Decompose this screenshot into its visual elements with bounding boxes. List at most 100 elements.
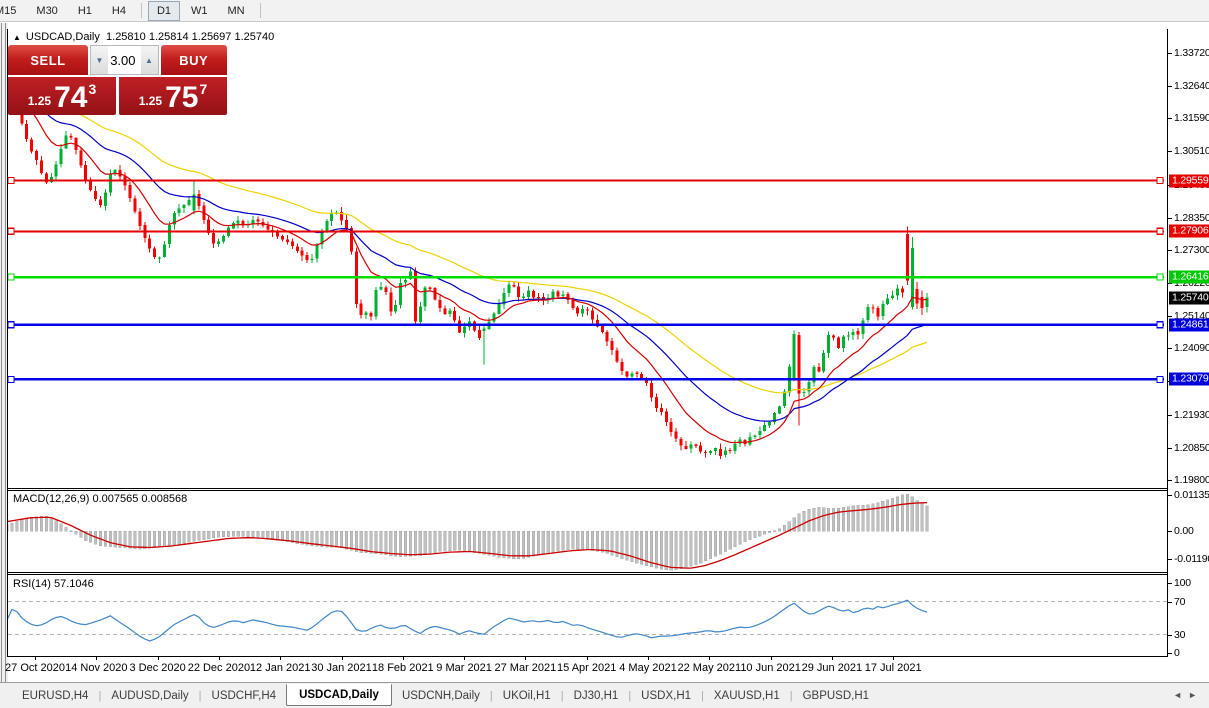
price-tick-mark	[1168, 559, 1172, 560]
pane-border	[7, 572, 1167, 573]
price-tick-label: 30	[1174, 628, 1186, 641]
sell-price-point: 3	[88, 81, 97, 97]
date-tick-mark	[157, 657, 159, 660]
price-tick-mark	[1168, 151, 1172, 153]
timeframe-button-mn[interactable]: MN	[219, 1, 254, 21]
chart-tab-usdx[interactable]: USDX,H1	[641, 689, 692, 702]
price-tick-mark	[1168, 217, 1172, 219]
sell-price-display[interactable]: 1.25 74 3	[8, 77, 116, 115]
price-tick-mark	[1168, 447, 1172, 449]
date-tick-mark	[35, 657, 36, 660]
timeframe-button-h1[interactable]: H1	[69, 1, 101, 21]
price-tick-mark	[1168, 414, 1172, 416]
chart-symbol-label: USDCAD,Daily	[25, 31, 100, 43]
price-tick-mark	[1168, 283, 1172, 285]
price-tick-label: -0.01190	[1174, 553, 1209, 565]
price-tick-label: 0	[1174, 647, 1180, 659]
pane-border	[7, 488, 1167, 489]
buy-price-display[interactable]: 1.25 75 7	[119, 77, 227, 115]
date-label: 18 Feb 2021	[371, 662, 434, 674]
buy-button[interactable]: BUY	[160, 45, 227, 77]
price-tick-label: 1.27300	[1174, 243, 1209, 256]
price-tick-mark	[1168, 495, 1172, 496]
date-tick-mark	[341, 657, 343, 660]
toolbar-separator	[140, 3, 142, 18]
sell-price-figure: 1.25	[27, 94, 52, 108]
timeframe-button-h4[interactable]: H4	[103, 1, 135, 21]
pane-border	[7, 656, 1167, 657]
chart-tab-ukoil[interactable]: UKOil,H1	[502, 689, 551, 702]
date-label: 30 Jan 2021	[311, 662, 372, 674]
price-tick-label: 1.31590	[1174, 112, 1209, 125]
date-label: 14 Nov 2020	[65, 662, 128, 674]
one-click-trading-panel: SELL ▼ ▲ BUY 1.25 74 3 1.25 75 7	[8, 45, 227, 115]
price-tick-mark	[1168, 601, 1172, 603]
chart-tab-usdcnh[interactable]: USDCNH,Daily	[401, 689, 480, 702]
date-tick-mark	[586, 657, 588, 660]
chart-ohlc-values: 1.25810 1.25814 1.25697 1.25740	[106, 31, 275, 43]
price-tick-label: 1.24090	[1174, 342, 1209, 355]
price-tick-mark	[1168, 348, 1172, 350]
price-tick-mark	[1168, 583, 1172, 584]
timeframe-button-m30[interactable]: M30	[27, 1, 66, 21]
rsi-plot[interactable]	[8, 575, 1167, 656]
date-axis[interactable]: 27 Oct 2020 14 Nov 2020 3 Dec 2020 22 Dec 2…	[5, 657, 1168, 681]
lot-decrease-button[interactable]: ▼	[91, 46, 108, 74]
chart-tab-usdchf[interactable]: USDCHF,H4	[211, 689, 277, 702]
price-axis[interactable]: 1.337201.326401.315901.305101.294301.283…	[1168, 23, 1209, 682]
price-tick-label: 1.32640	[1174, 80, 1209, 93]
tab-separator: |	[560, 689, 564, 702]
price-tick-label: 0.01135	[1174, 489, 1209, 501]
date-label: 9 Mar 2021	[436, 662, 492, 674]
chart-tab-usdcad[interactable]: USDCAD,Daily	[286, 683, 392, 706]
lot-increase-button[interactable]: ▲	[140, 46, 158, 74]
price-tick-mark	[1168, 531, 1172, 532]
date-label: 22 May 2021	[677, 662, 742, 674]
tab-scroll-arrows[interactable]: ◄►	[1173, 690, 1203, 700]
chart-title: ▲ USDCAD,Daily 1.25810 1.25814 1.25697 1.…	[13, 31, 274, 43]
timeframe-button-w1[interactable]: W1	[182, 1, 217, 21]
macd-plot[interactable]	[8, 491, 1167, 572]
chart-tab-xauusd[interactable]: XAUUSD,H1	[713, 689, 780, 702]
price-tick-mark	[1168, 53, 1172, 54]
pane-border	[7, 490, 1167, 491]
price-tick-mark	[1168, 249, 1172, 251]
price-tick-mark	[1168, 634, 1172, 636]
tab-separator: |	[98, 689, 102, 702]
chart-tab-bar: EURUSD,H4 | AUDUSD,Daily | USDCHF,H4 USDCAD,D…	[0, 682, 1209, 708]
date-label: 22 Dec 2020	[187, 662, 251, 674]
level-price-badge: 1.23079	[1169, 372, 1209, 386]
timeframe-button-d1[interactable]: D1	[147, 0, 180, 21]
timeframe-button-m15[interactable]: M15	[0, 1, 25, 21]
tab-separator: |	[489, 689, 493, 702]
collapse-triangle-icon[interactable]: ▲	[13, 33, 21, 42]
chart-tab-eurusd[interactable]: EURUSD,H4	[22, 689, 89, 702]
tab-separator: |	[789, 689, 793, 702]
buy-price-point: 7	[199, 81, 208, 97]
date-label: 3 Dec 2020	[129, 662, 186, 674]
current-price-badge: 1.25740	[1169, 291, 1209, 305]
sell-button[interactable]: SELL	[8, 45, 88, 77]
date-tick-mark	[464, 657, 466, 660]
price-tick-label: 1.20850	[1174, 441, 1209, 454]
buy-price-figure: 1.25	[138, 94, 163, 108]
date-tick-mark	[770, 657, 772, 660]
date-tick-mark	[96, 657, 98, 660]
price-tick-mark	[1168, 479, 1172, 481]
price-tick-label: 1.19800	[1174, 473, 1209, 486]
date-tick-mark	[402, 657, 404, 660]
buy-price-pips: 75	[165, 81, 199, 114]
date-label: 15 Apr 2021	[557, 662, 617, 674]
price-tick-label: 0.00	[1174, 525, 1194, 537]
chart-tab-audusd[interactable]: AUDUSD,Daily	[111, 689, 189, 702]
date-tick-mark	[280, 657, 282, 660]
chart-tab-dj30[interactable]: DJ30,H1	[573, 689, 619, 702]
lot-size-input[interactable]	[108, 46, 141, 74]
date-label: 4 May 2021	[619, 662, 677, 674]
date-tick-mark	[893, 657, 895, 660]
pane-border	[1167, 29, 1168, 657]
date-tick-mark	[709, 657, 711, 660]
toolbar-separator	[259, 3, 261, 18]
chart-tab-gbpusd[interactable]: GBPUSD,H1	[802, 689, 870, 702]
date-label: 27 Oct 2020	[5, 662, 65, 674]
